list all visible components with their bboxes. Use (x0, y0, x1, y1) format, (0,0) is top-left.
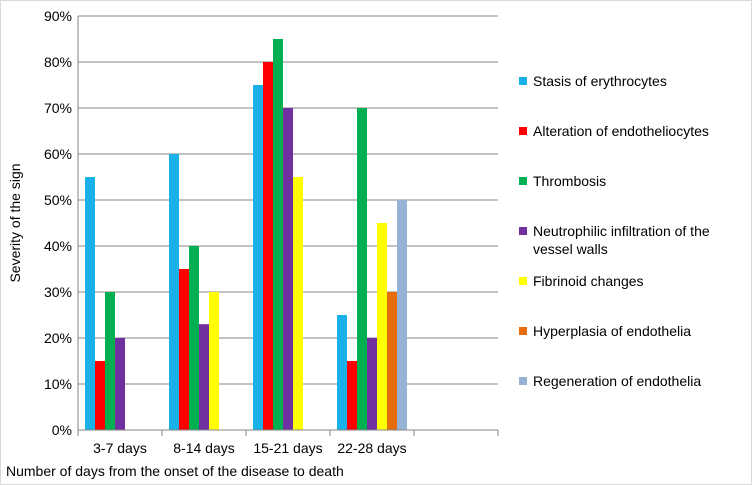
bar (273, 39, 283, 430)
bar (347, 361, 357, 430)
bar (189, 246, 199, 430)
bar (95, 361, 105, 430)
axes (77, 16, 499, 436)
bar (199, 324, 209, 430)
y-tick-label: 30% (44, 284, 72, 300)
bar (85, 177, 95, 430)
legend-swatch (519, 377, 527, 385)
y-tick-label: 80% (44, 54, 72, 70)
bar (169, 154, 179, 430)
bar (209, 292, 219, 430)
bar (293, 177, 303, 430)
x-axis-title: Number of days from the onset of the dis… (6, 463, 344, 479)
y-axis-title: Severity of the sign (7, 163, 23, 282)
y-tick-label: 40% (44, 238, 72, 254)
legend-swatch (519, 77, 527, 85)
x-tick-label: 8-14 days (173, 440, 234, 456)
legend-label: Fibrinoid changes (533, 273, 644, 289)
legend-label: Regeneration of endothelia (533, 373, 701, 389)
bar (253, 85, 263, 430)
legend-swatch (519, 177, 527, 185)
bars (85, 39, 407, 430)
legend-label: Neutrophilic infiltration of the vessel w… (533, 223, 710, 257)
legend-swatch (519, 277, 527, 285)
bar (397, 200, 407, 430)
bar (357, 108, 367, 430)
x-tick-label: 15-21 days (253, 440, 322, 456)
bar (179, 269, 189, 430)
y-tick-label: 60% (44, 146, 72, 162)
x-tick-label: 3-7 days (93, 440, 147, 456)
bar (105, 292, 115, 430)
legend-swatch (519, 327, 527, 335)
x-tick-labels: 3-7 days 8-14 days 15-21 days 22-28 days (93, 440, 406, 456)
bar (387, 292, 397, 430)
y-tick-label: 50% (44, 192, 72, 208)
legend-label: Thrombosis (533, 173, 606, 189)
legend-swatch (519, 127, 527, 135)
bar (283, 108, 293, 430)
y-tick-label: 90% (44, 8, 72, 24)
y-tick-label: 70% (44, 100, 72, 116)
legend-label: Hyperplasia of endothelia (533, 323, 691, 339)
legend-swatch (519, 227, 527, 235)
bar (263, 62, 273, 430)
legend-label: Alteration of endotheliocytes (533, 123, 709, 139)
y-tick-label: 20% (44, 330, 72, 346)
bar (377, 223, 387, 430)
bar (337, 315, 347, 430)
x-tick-label: 22-28 days (337, 440, 406, 456)
y-tick-label: 0% (52, 422, 72, 438)
y-tick-label: 10% (44, 376, 72, 392)
bar (115, 338, 125, 430)
bar (367, 338, 377, 430)
legend-label: Stasis of erythrocytes (533, 73, 667, 89)
y-tick-labels: 0% 10% 20% 30% 40% 50% 60% 70% 80% 90% (44, 8, 72, 438)
legend: Stasis of erythrocytes Alteration of endo… (519, 73, 710, 389)
